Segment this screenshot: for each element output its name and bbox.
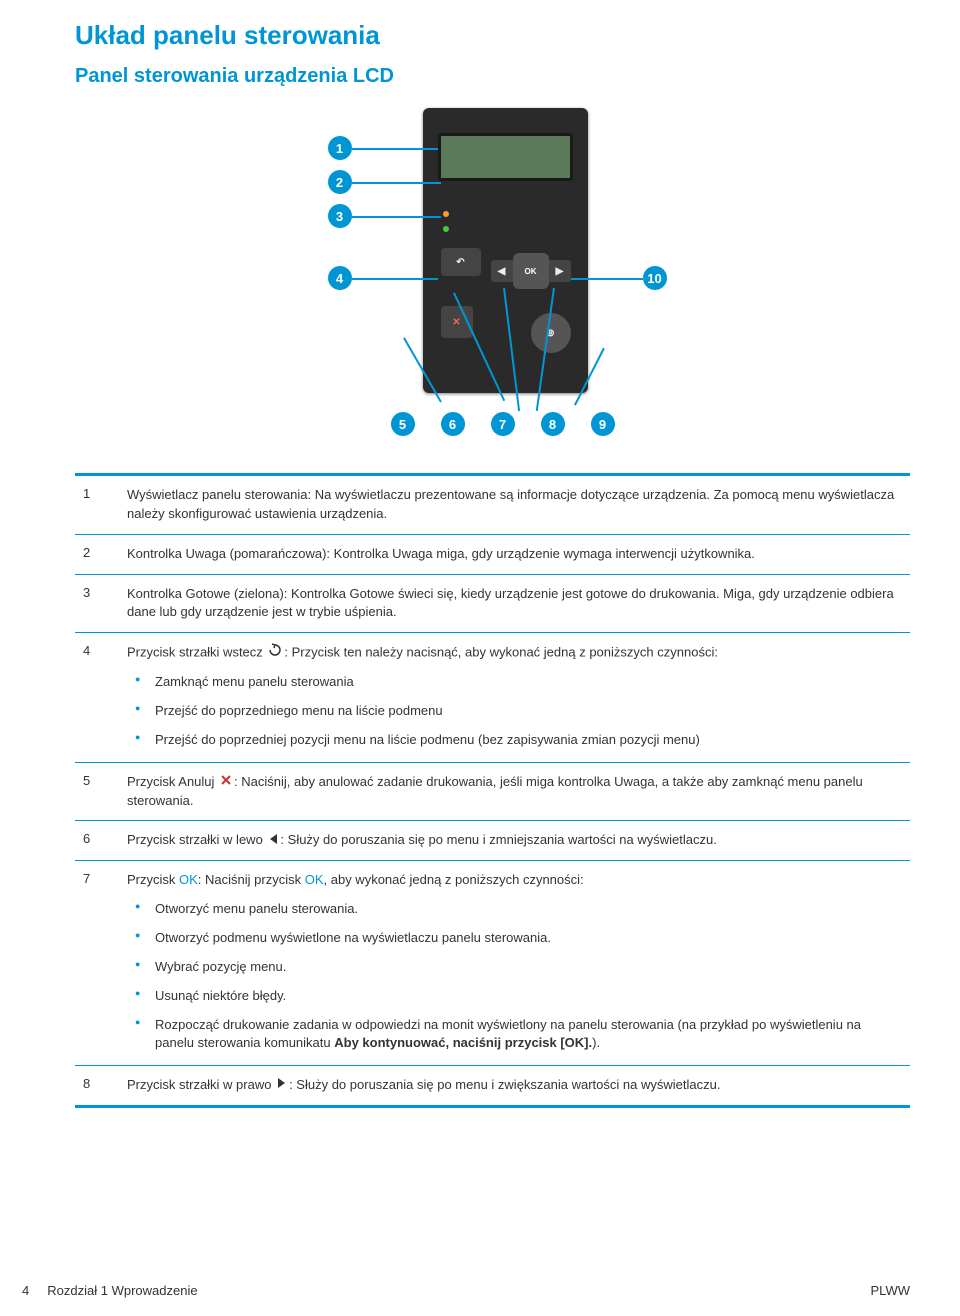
row-number: 5 — [75, 763, 123, 821]
diagram-container: 1 2 3 4 10 5 6 7 8 9 ↶ ✕ ◀ — [75, 108, 910, 448]
callout-10: 10 — [643, 266, 667, 290]
cancel-x-icon — [220, 773, 232, 792]
list-item: Otworzyć podmenu wyświetlone na wyświetl… — [127, 929, 900, 948]
callout-5: 5 — [391, 412, 415, 436]
footer-left: 4 Rozdział 1 Wprowadzenie — [22, 1283, 198, 1298]
attention-led — [443, 211, 449, 217]
table-row: 7 Przycisk OK: Naciśnij przycisk OK, aby… — [75, 861, 910, 1066]
table-row: 5 Przycisk Anuluj : Naciśnij, aby anulow… — [75, 763, 910, 822]
right-arrow-button: ▶ — [549, 260, 571, 282]
row-number: 8 — [75, 1066, 123, 1105]
list-item: Usunąć niektóre błędy. — [127, 987, 900, 1006]
section-title: Panel sterowania urządzenia LCD — [75, 65, 910, 88]
row-content: Przycisk OK: Naciśnij przycisk OK, aby w… — [123, 861, 910, 1065]
row-content: Przycisk Anuluj : Naciśnij, aby anulować… — [123, 763, 910, 821]
row-content: Przycisk strzałki w prawo : Służy do por… — [123, 1066, 910, 1105]
right-arrow-icon — [277, 1076, 287, 1095]
ok-label: OK — [179, 872, 198, 887]
row-content: Kontrolka Uwaga (pomarańczowa): Kontrolk… — [123, 535, 910, 574]
callout-9: 9 — [591, 412, 615, 436]
ready-led — [443, 226, 449, 232]
callout-8: 8 — [541, 412, 565, 436]
callout-7: 7 — [491, 412, 515, 436]
row-number: 7 — [75, 861, 123, 1065]
row-content: Kontrolka Gotowe (zielona): Kontrolka Go… — [123, 575, 910, 633]
callout-1: 1 — [328, 136, 352, 160]
list-item: Przejść do poprzedniej pozycji menu na l… — [127, 731, 900, 750]
list-item: Zamknąć menu panelu sterowania — [127, 673, 900, 692]
row-content: Przycisk strzałki w lewo : Służy do poru… — [123, 821, 910, 860]
row-content: Przycisk strzałki wstecz : Przycisk ten … — [123, 633, 910, 761]
row-number: 2 — [75, 535, 123, 574]
page-footer: 4 Rozdział 1 Wprowadzenie PLWW — [22, 1283, 910, 1298]
list-item: Otworzyć menu panelu sterowania. — [127, 900, 900, 919]
ok-button — [513, 253, 549, 289]
description-table: 1 Wyświetlacz panelu sterowania: Na wyśw… — [75, 473, 910, 1108]
wifi-button: ⊚ — [531, 313, 571, 353]
list-item: Wybrać pozycję menu. — [127, 958, 900, 977]
list-item: Rozpocząć drukowanie zadania w odpowiedz… — [127, 1016, 900, 1054]
row-number: 6 — [75, 821, 123, 860]
table-row: 3 Kontrolka Gotowe (zielona): Kontrolka … — [75, 575, 910, 634]
row-content: Wyświetlacz panelu sterowania: Na wyświe… — [123, 476, 910, 534]
left-arrow-icon — [268, 832, 278, 851]
back-button: ↶ — [441, 248, 481, 276]
row-number: 1 — [75, 476, 123, 534]
back-arrow-icon — [268, 643, 282, 663]
callout-3: 3 — [328, 204, 352, 228]
callout-6: 6 — [441, 412, 465, 436]
footer-right: PLWW — [871, 1283, 910, 1298]
table-row: 8 Przycisk strzałki w prawo : Służy do p… — [75, 1066, 910, 1105]
row-number: 3 — [75, 575, 123, 633]
table-row: 1 Wyświetlacz panelu sterowania: Na wyśw… — [75, 476, 910, 535]
row-number: 4 — [75, 633, 123, 761]
page-title: Układ panelu sterowania — [75, 20, 910, 51]
callout-2: 2 — [328, 170, 352, 194]
device-panel: ↶ ✕ ◀ ▶ ⊚ — [423, 108, 588, 393]
callout-4: 4 — [328, 266, 352, 290]
ok-label: OK — [305, 872, 324, 887]
control-panel-diagram: 1 2 3 4 10 5 6 7 8 9 ↶ ✕ ◀ — [233, 108, 753, 448]
table-row: 4 Przycisk strzałki wstecz : Przycisk te… — [75, 633, 910, 762]
left-arrow-button: ◀ — [491, 260, 513, 282]
table-row: 2 Kontrolka Uwaga (pomarańczowa): Kontro… — [75, 535, 910, 575]
table-row: 6 Przycisk strzałki w lewo : Służy do po… — [75, 821, 910, 861]
list-item: Przejść do poprzedniego menu na liście p… — [127, 702, 900, 721]
lcd-screen — [438, 133, 573, 181]
